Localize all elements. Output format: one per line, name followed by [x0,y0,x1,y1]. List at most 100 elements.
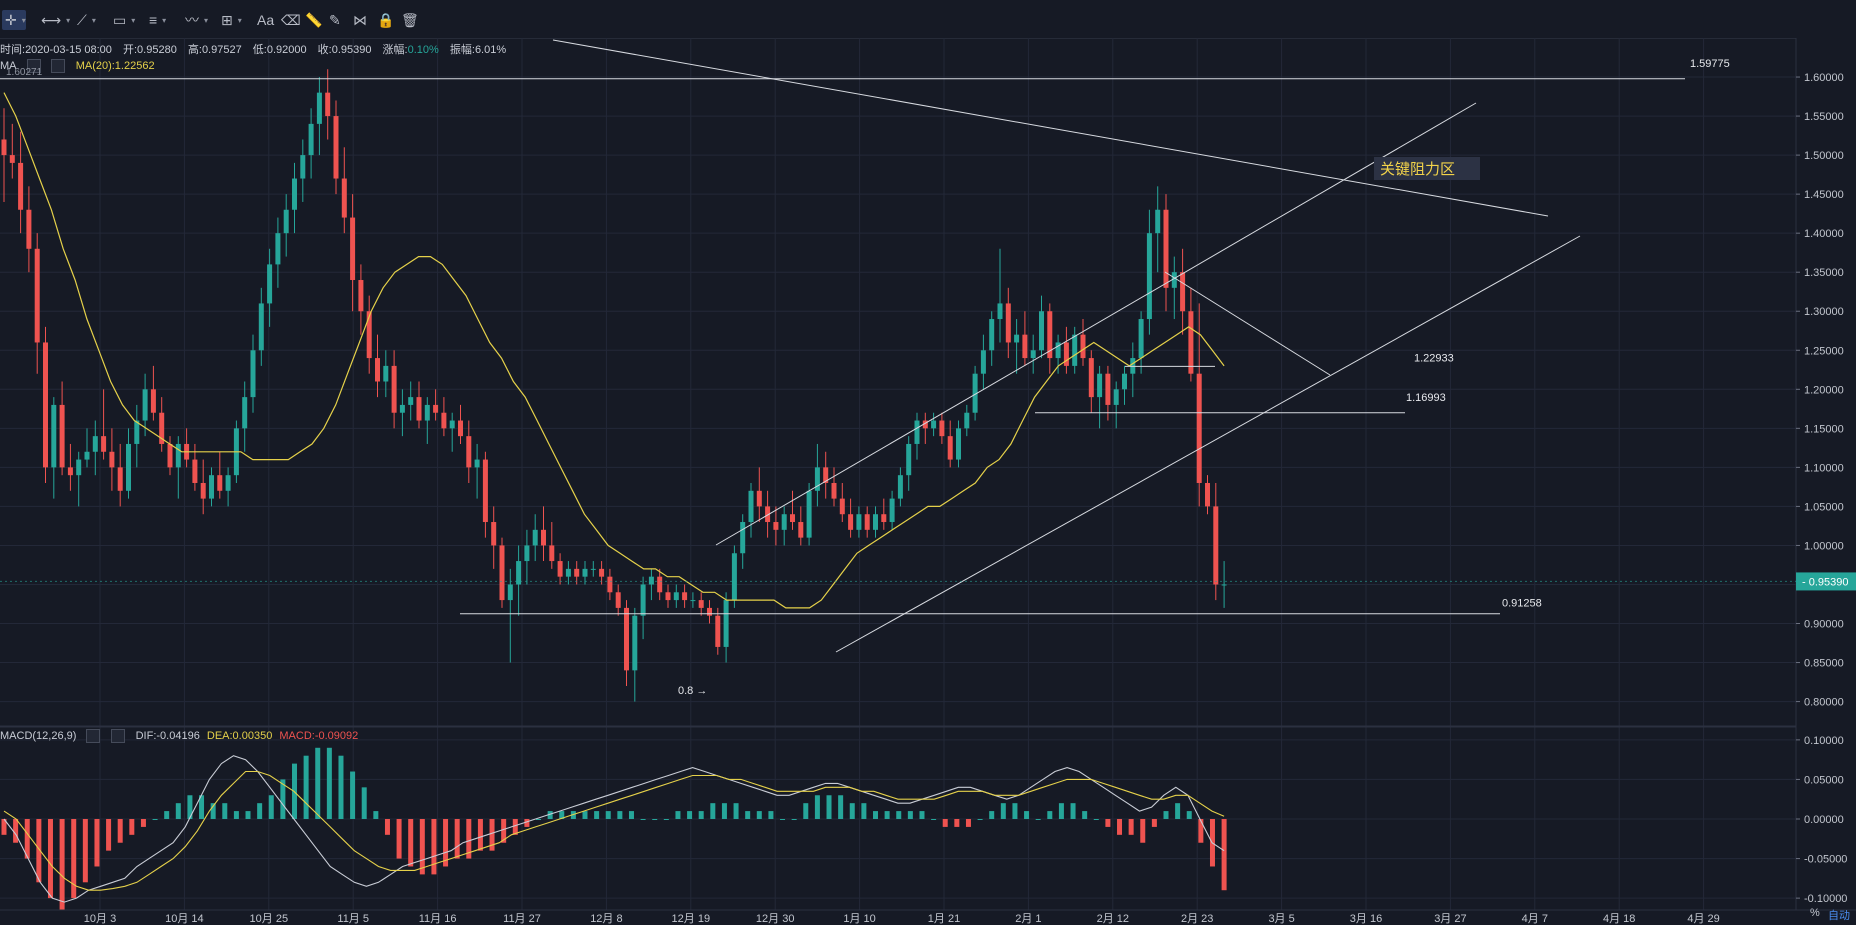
candle-body[interactable] [1039,311,1044,351]
candle-body[interactable] [308,123,314,156]
candle-body[interactable] [9,155,15,163]
eraser-tool[interactable]: ⌫ [278,10,304,30]
chevron-down-icon[interactable]: ▾ [204,16,209,26]
lock-tool[interactable]: 🔒 [374,10,397,30]
candle-body[interactable] [690,600,696,602]
ruler-tool[interactable]: 📏 [302,10,325,30]
candle-body[interactable] [790,514,795,523]
candle-body[interactable] [383,365,389,382]
candle-body[interactable] [499,545,505,601]
candle-body[interactable] [947,436,953,460]
candle-body[interactable] [59,404,65,468]
candle-body[interactable] [980,350,986,374]
chevron-down-icon[interactable]: ▾ [66,16,71,26]
candle-body[interactable] [541,529,546,546]
candle-body[interactable] [283,209,289,234]
candle-body[interactable] [1080,334,1086,359]
candle-body[interactable] [997,303,1003,320]
candle-body[interactable] [914,420,920,444]
candle-body[interactable] [1122,373,1127,390]
candle-body[interactable] [756,490,762,507]
candle-body[interactable] [1130,358,1136,374]
candle-body[interactable] [582,568,588,577]
candle-body[interactable] [574,568,580,577]
candle-body[interactable] [549,545,555,562]
brush-tool[interactable]: ✎ [326,10,344,30]
candle-body[interactable] [217,475,223,491]
close-icon[interactable] [110,729,125,743]
candle-body[interactable] [864,514,870,530]
trash-tool[interactable]: 🗑 [398,10,422,30]
candle-body[interactable] [1088,358,1094,398]
candle-body[interactable] [192,459,198,483]
candle-body[interactable] [839,498,845,515]
candle-body[interactable] [84,451,90,460]
candle-body[interactable] [43,342,48,468]
candle-body[interactable] [972,373,978,413]
candle-body[interactable] [599,568,605,577]
candle-body[interactable] [1138,319,1144,359]
candle-body[interactable] [889,498,895,523]
candle-body[interactable] [159,412,165,444]
candle-body[interactable] [242,397,248,429]
trend-line-tool[interactable]: ⟋ ▾ [74,10,96,30]
candle-body[interactable] [433,404,439,413]
candle-body[interactable] [665,592,671,601]
candle-body[interactable] [682,592,688,601]
magnet-tool[interactable]: ⋈ [350,10,370,30]
candle-body[interactable] [117,467,123,491]
candle-body[interactable] [607,576,613,593]
candle-body[interactable] [715,615,721,647]
candle-body[interactable] [1047,311,1053,359]
candle-body[interactable] [524,545,530,562]
candle-body[interactable] [1105,373,1111,405]
candle-body[interactable] [325,92,331,117]
candle-body[interactable] [1155,209,1161,234]
candle-body[interactable] [931,420,937,429]
horizontal-line-tool[interactable]: ⟷ ▾ [38,10,70,30]
candle-body[interactable] [449,420,455,429]
candle-body[interactable] [798,522,804,538]
candle-body[interactable] [92,436,98,452]
chevron-down-icon[interactable]: ▾ [91,16,96,26]
candle-body[interactable] [1014,334,1020,343]
chevron-down-icon[interactable]: ▾ [131,16,136,26]
candle-body[interactable] [640,584,646,616]
price-panel[interactable] [1,69,1227,702]
candle-body[interactable] [532,529,538,546]
crosshair-tool[interactable]: ✛ ▾ [2,10,26,30]
candle-body[interactable] [399,404,405,413]
candle-body[interactable] [773,522,779,530]
close-icon[interactable] [50,59,65,73]
candle-body[interactable] [723,600,729,647]
candle-body[interactable] [491,522,497,546]
candle-body[interactable] [1163,209,1169,288]
candle-body[interactable] [856,514,862,530]
measure-tool[interactable]: ⊞ ▾ [218,10,242,30]
candle-body[interactable] [1055,342,1061,359]
candle-body[interactable] [765,506,771,523]
candle-body[interactable] [939,420,945,437]
candle-body[interactable] [209,475,214,499]
candle-body[interactable] [51,404,57,468]
candle-body[interactable] [1097,373,1103,398]
candle-body[interactable] [300,155,306,179]
candle-body[interactable] [956,428,961,460]
candle-body[interactable] [781,514,787,530]
candle-body[interactable] [648,576,654,585]
candle-body[interactable] [806,490,812,538]
chevron-down-icon[interactable]: ▾ [162,16,167,26]
candle-body[interactable] [964,412,970,429]
candle-body[interactable] [1213,506,1219,585]
candle-body[interactable] [225,475,231,491]
candle-body[interactable] [200,482,206,499]
candle-body[interactable] [1188,311,1194,374]
candle-body[interactable] [565,568,571,577]
candle-body[interactable] [375,358,380,382]
candle-body[interactable] [557,561,563,577]
candle-body[interactable] [101,436,107,452]
footer-auto[interactable]: 自动 [1828,910,1850,922]
candle-body[interactable] [657,576,663,593]
chevron-down-icon[interactable]: ▾ [21,16,26,26]
